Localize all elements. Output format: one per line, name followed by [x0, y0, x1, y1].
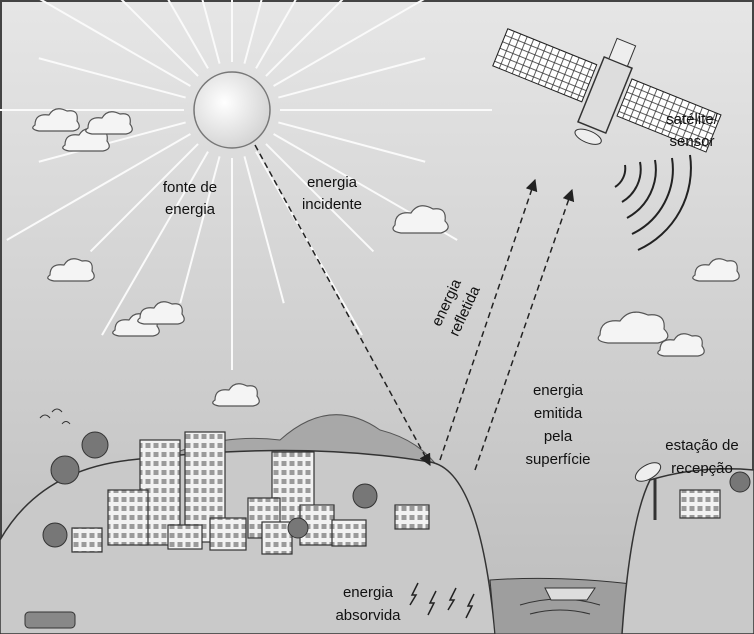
label: sensor — [669, 133, 714, 150]
car — [25, 612, 75, 628]
label: recepção — [671, 460, 733, 477]
label: absorvida — [335, 607, 401, 624]
label: superfície — [525, 451, 590, 468]
label: estação de — [665, 437, 738, 454]
label: energia — [307, 174, 358, 191]
sea — [490, 578, 640, 634]
label: energia — [533, 382, 584, 399]
label: fonte de — [163, 179, 217, 196]
label: energia — [165, 201, 216, 218]
illustration: fonte de energia energia incidente energ… — [0, 0, 754, 634]
label: emitida — [534, 405, 583, 422]
label: satélite/ — [666, 111, 719, 128]
boat — [545, 588, 595, 600]
label: incidente — [302, 196, 362, 213]
label: energia — [343, 584, 394, 601]
label: pela — [544, 428, 573, 445]
sun — [194, 72, 270, 148]
